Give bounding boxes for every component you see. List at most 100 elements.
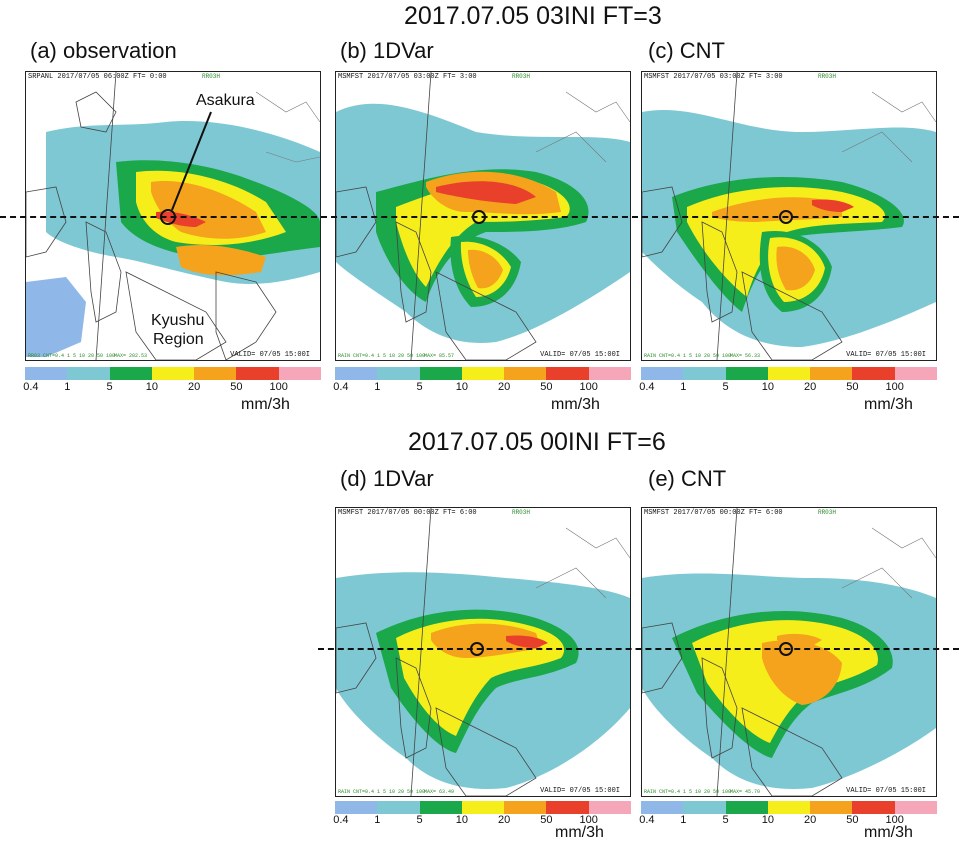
colorbar-tick-label: 1 — [374, 381, 381, 393]
panel-c-header-right: RR03H — [817, 73, 836, 80]
panel-a-footer: RR03 CNT=0.4 1 5 10 20 50 100 — [28, 353, 116, 359]
panel-b-valid: VALID= 07/05 15:00I — [540, 351, 620, 359]
colorbar-tick-label: 1 — [680, 814, 687, 826]
colorbar-tick-label: 0.4 — [23, 381, 39, 393]
colorbar-segment — [278, 367, 321, 380]
panel-a-label: (a) observation — [30, 38, 177, 63]
colorbar-tick-label: 1 — [680, 381, 687, 393]
colorbar-tick-label: 20 — [804, 814, 817, 826]
colorbar-tick-label: 10 — [761, 814, 774, 826]
colorbar-segment — [504, 367, 547, 380]
panel-e-header: MSMFST 2017/07/05 00:00Z FT= 6:00 — [644, 509, 783, 517]
asakura-pointer-line — [171, 111, 212, 211]
colorbar-segment — [504, 801, 547, 814]
colorbar-tick-label: 1 — [374, 814, 381, 826]
colorbar-segment — [588, 801, 631, 814]
panel-e-max: MAX= 45.70 — [730, 789, 761, 795]
colorbar-segment — [767, 801, 811, 814]
asakura-latitude-line-bottom — [318, 648, 959, 650]
colorbar-c — [641, 367, 937, 380]
colorbar-tick-label: 100 — [579, 814, 598, 826]
colorbar-segment — [109, 367, 152, 380]
colorbar-segment — [852, 801, 895, 814]
colorbar-tick-label: 5 — [416, 381, 423, 393]
colorbar-b — [335, 367, 631, 380]
colorbar-segment — [767, 367, 811, 380]
colorbar-tick-label: 0.4 — [333, 381, 349, 393]
panel-d-max: MAX= 63.49 — [424, 789, 455, 795]
colorbar-tick-label: 20 — [498, 814, 511, 826]
colorbar-d — [335, 801, 631, 814]
colorbar-segment — [894, 801, 937, 814]
panel-d-footer: RAIN CNT=0.4 1 5 10 20 50 100 — [338, 789, 426, 795]
panel-d-label: (d) 1DVar — [340, 466, 434, 491]
colorbar-tick-label: 50 — [230, 381, 243, 393]
colorbar-tick-label: 0.4 — [333, 814, 349, 826]
panel-a-header-right: RR03H — [201, 73, 220, 80]
colorbar-segment — [546, 367, 589, 380]
colorbar-segment — [683, 367, 726, 380]
panel-d-header: MSMFST 2017/07/05 00:00Z FT= 6:00 — [338, 509, 477, 517]
panel-b-footer: RAIN CNT=0.4 1 5 10 20 50 100 — [338, 353, 426, 359]
colorbar-tick-label: 20 — [188, 381, 201, 393]
panel-e-valid: VALID= 07/05 15:00I — [846, 787, 926, 795]
precip-map-d — [336, 508, 630, 796]
colorbar-e-unit: mm/3h — [864, 824, 913, 841]
colorbar-segment — [335, 801, 378, 814]
colorbar-segment — [194, 367, 237, 380]
colorbar-tick-label: 20 — [804, 381, 817, 393]
panel-b-label: (b) 1DVar — [340, 38, 434, 63]
colorbar-segment — [725, 801, 768, 814]
colorbar-tick-label: 50 — [846, 814, 859, 826]
colorbar-segment — [335, 367, 378, 380]
colorbar-segment — [419, 367, 462, 380]
panel-a-map: SRPANL 2017/07/05 06:00Z FT= 0:00 RR03H … — [25, 71, 321, 361]
precip-map-c — [642, 72, 936, 360]
panel-c-valid: VALID= 07/05 15:00I — [846, 351, 926, 359]
colorbar-segment — [419, 801, 462, 814]
colorbar-segment — [461, 367, 505, 380]
precip-map-a — [26, 72, 320, 360]
panel-a-valid: VALID= 07/05 15:00I — [230, 351, 310, 359]
colorbar-segment — [25, 367, 68, 380]
colorbar-a-ticks: 0.4 1 5 10 20 50 100 — [23, 381, 321, 395]
colorbar-tick-label: 100 — [885, 814, 904, 826]
panel-e-map: MSMFST 2017/07/05 00:00Z FT= 6:00 RR03H … — [641, 507, 937, 797]
top-row-title: 2017.07.05 03INI FT=3 — [404, 2, 662, 30]
colorbar-tick-label: 5 — [722, 381, 729, 393]
colorbar-segment — [461, 801, 505, 814]
colorbar-d-unit: mm/3h — [555, 824, 604, 841]
colorbar-tick-label: 100 — [579, 381, 598, 393]
panel-a-max: MAX= 202.53 — [114, 353, 148, 359]
colorbar-e — [641, 801, 937, 814]
colorbar-segment — [810, 801, 853, 814]
colorbar-tick-label: 10 — [455, 814, 468, 826]
panel-b-max: MAX= 85.57 — [424, 353, 455, 359]
panel-e-header-right: RR03H — [817, 509, 836, 516]
colorbar-tick-label: 50 — [540, 381, 553, 393]
colorbar-segment — [852, 367, 895, 380]
colorbar-segment — [377, 801, 420, 814]
colorbar-c-unit: mm/3h — [864, 396, 913, 413]
colorbar-a-unit: mm/3h — [241, 396, 290, 413]
colorbar-tick-label: 5 — [416, 814, 423, 826]
colorbar-tick-label: 50 — [540, 814, 553, 826]
colorbar-tick-label: 0.4 — [639, 381, 655, 393]
colorbar-b-ticks: 0.4 1 5 10 20 50 100 — [333, 381, 631, 395]
colorbar-tick-label: 50 — [846, 381, 859, 393]
colorbar-tick-label: 10 — [145, 381, 158, 393]
bottom-row-title: 2017.07.05 00INI FT=6 — [408, 428, 666, 456]
colorbar-segment — [894, 367, 937, 380]
panel-b-header-right: RR03H — [511, 73, 530, 80]
colorbar-tick-label: 10 — [455, 381, 468, 393]
colorbar-segment — [588, 367, 631, 380]
region-label: Region — [153, 331, 204, 348]
panel-c-max: MAX= 56.33 — [730, 353, 761, 359]
colorbar-d-ticks: 0.4 1 5 10 20 50 100 — [333, 814, 631, 828]
colorbar-tick-label: 100 — [269, 381, 288, 393]
colorbar-tick-label: 20 — [498, 381, 511, 393]
colorbar-c-ticks: 0.4 1 5 10 20 50 100 — [639, 381, 937, 395]
colorbar-tick-label: 5 — [722, 814, 729, 826]
colorbar-segment — [641, 367, 684, 380]
colorbar-tick-label: 10 — [761, 381, 774, 393]
